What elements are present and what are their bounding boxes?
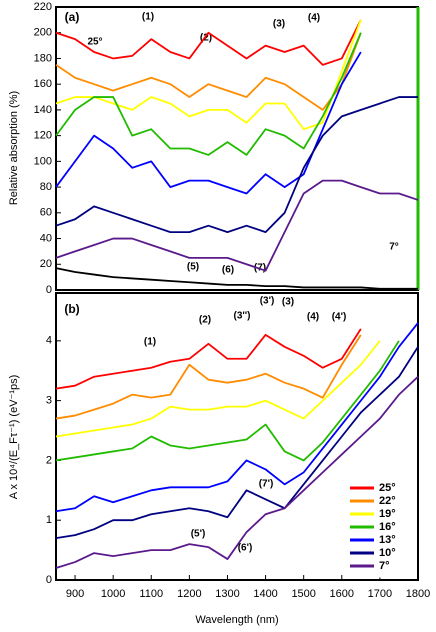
y-tick-label: 3 (46, 395, 52, 407)
legend-label: 25° (379, 482, 396, 494)
y-tick-label: 2 (46, 454, 52, 466)
y-tick-label: 80 (40, 181, 52, 193)
series-line (55, 267, 418, 290)
annotations-a: (a) 25° (1) (2) (3) (4) (5) (6) (7) 7° (65, 10, 399, 275)
series-line (55, 96, 418, 234)
annotation: (4) (307, 312, 319, 323)
annotation: (3) (273, 19, 285, 30)
series-line (55, 32, 362, 156)
series-line (55, 51, 362, 195)
y-tick-label: 40 (40, 232, 52, 244)
panel-label: (a) (65, 10, 80, 24)
legend-label: 13° (379, 534, 396, 546)
annotations-b: (b) (1) (2) (3'') (3') (3) (4) (4') (5')… (64, 296, 346, 554)
annotation: (6') (238, 543, 253, 554)
x-tick-label: 1300 (215, 588, 239, 600)
series-line (55, 334, 362, 420)
y-tick-label: 200 (34, 27, 52, 39)
annotation: (3'') (234, 311, 251, 322)
y-axis-label: A x 10⁴/(E_Fτ⁻¹) (eV⁻¹ps) (8, 375, 20, 500)
y-tick-label: 100 (34, 155, 52, 167)
legend-label: 22° (379, 495, 396, 507)
series-line (55, 32, 362, 111)
annotation: (4) (308, 13, 320, 24)
x-tick-label: 1600 (330, 588, 354, 600)
y-tick-label: 180 (34, 52, 52, 64)
legend-label: 7° (379, 560, 390, 572)
x-tick-label: 1400 (253, 588, 277, 600)
series-line (55, 19, 362, 66)
legend-label: 16° (379, 521, 396, 533)
annotation: (5') (191, 529, 206, 540)
annotation: (2) (199, 315, 211, 326)
legend-label: 19° (379, 508, 396, 520)
y-tick-label: 60 (40, 207, 52, 219)
y-axis-label: Relative absorption (%) (8, 91, 20, 205)
series-line (55, 340, 400, 462)
x-tick-label: 1100 (139, 588, 163, 600)
y-tick-label: 0 (46, 284, 52, 296)
y-tick-label: 20 (40, 258, 52, 270)
annotation: (1) (142, 12, 154, 23)
y-tick-label: 120 (34, 130, 52, 142)
x-axis-label: Wavelength (nm) (195, 614, 278, 626)
x-tick-label: 1800 (406, 588, 430, 600)
y-tick-label: 220 (34, 1, 52, 13)
series-line (55, 179, 419, 272)
y-tick-label: 1 (46, 514, 52, 526)
annotation: (5) (187, 262, 199, 273)
panel-label: (b) (64, 302, 79, 316)
x-tick-label: 1000 (101, 588, 125, 600)
series-line (55, 328, 362, 390)
annotation: (1) (144, 337, 156, 348)
y-tick-label: 140 (34, 104, 52, 116)
series-line (55, 346, 419, 540)
annotation: 25° (87, 37, 102, 48)
y-tick-label: 0 (46, 574, 52, 586)
annotation: 7° (389, 242, 399, 253)
series-line (55, 322, 419, 513)
annotation: (7') (259, 479, 274, 490)
x-tick-label: 900 (66, 588, 84, 600)
annotation: (2) (200, 33, 212, 44)
annotation: (4') (332, 312, 347, 323)
series-line (55, 340, 381, 438)
annotation: (6) (222, 265, 234, 276)
series-line (55, 19, 362, 131)
series-line (55, 376, 419, 569)
annotation: (3) (282, 297, 294, 308)
x-tick-label: 1200 (177, 588, 201, 600)
x-tick-label: 1500 (291, 588, 315, 600)
annotation: (3') (260, 296, 275, 307)
x-tick-label: 1700 (368, 588, 392, 600)
y-tick-label: 4 (46, 335, 52, 347)
y-tick-label: 160 (34, 78, 52, 90)
legend-label: 10° (379, 547, 396, 559)
